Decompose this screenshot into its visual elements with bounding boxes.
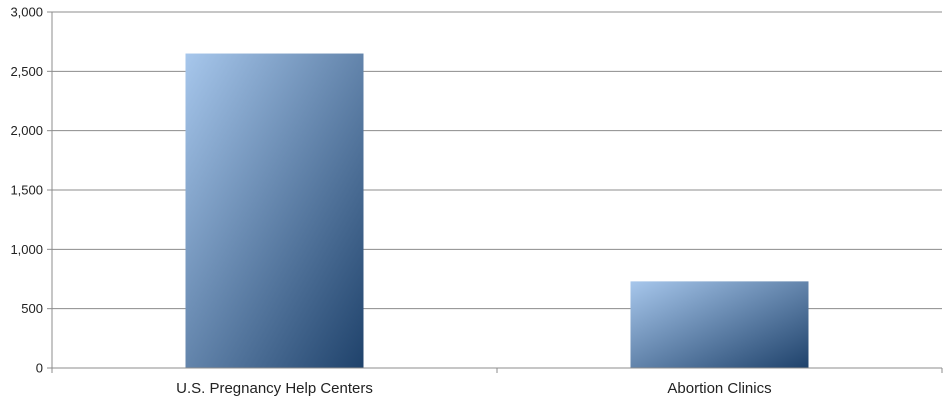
y-tick-labels: 0 500 1,000 1,500 2,000 2,500 3,000: [10, 5, 43, 376]
y-tick-label: 1,500: [10, 183, 43, 198]
y-tick-label: 500: [21, 301, 43, 316]
y-tick-label: 0: [36, 361, 43, 376]
bars: [185, 53, 809, 369]
y-tick-label: 1,000: [10, 242, 43, 257]
y-tick-label: 2,500: [10, 64, 43, 79]
axes: [47, 11, 943, 373]
x-category-labels: U.S. Pregnancy Help Centers Abortion Clin…: [176, 380, 771, 397]
x-category-label: Abortion Clinics: [667, 380, 771, 397]
bar-abortion-clinics: [630, 281, 809, 368]
bar-pregnancy-help-centers: [185, 53, 364, 369]
y-tick-label: 3,000: [10, 5, 43, 20]
y-tick-label: 2,000: [10, 123, 43, 138]
x-category-label: U.S. Pregnancy Help Centers: [176, 380, 373, 397]
